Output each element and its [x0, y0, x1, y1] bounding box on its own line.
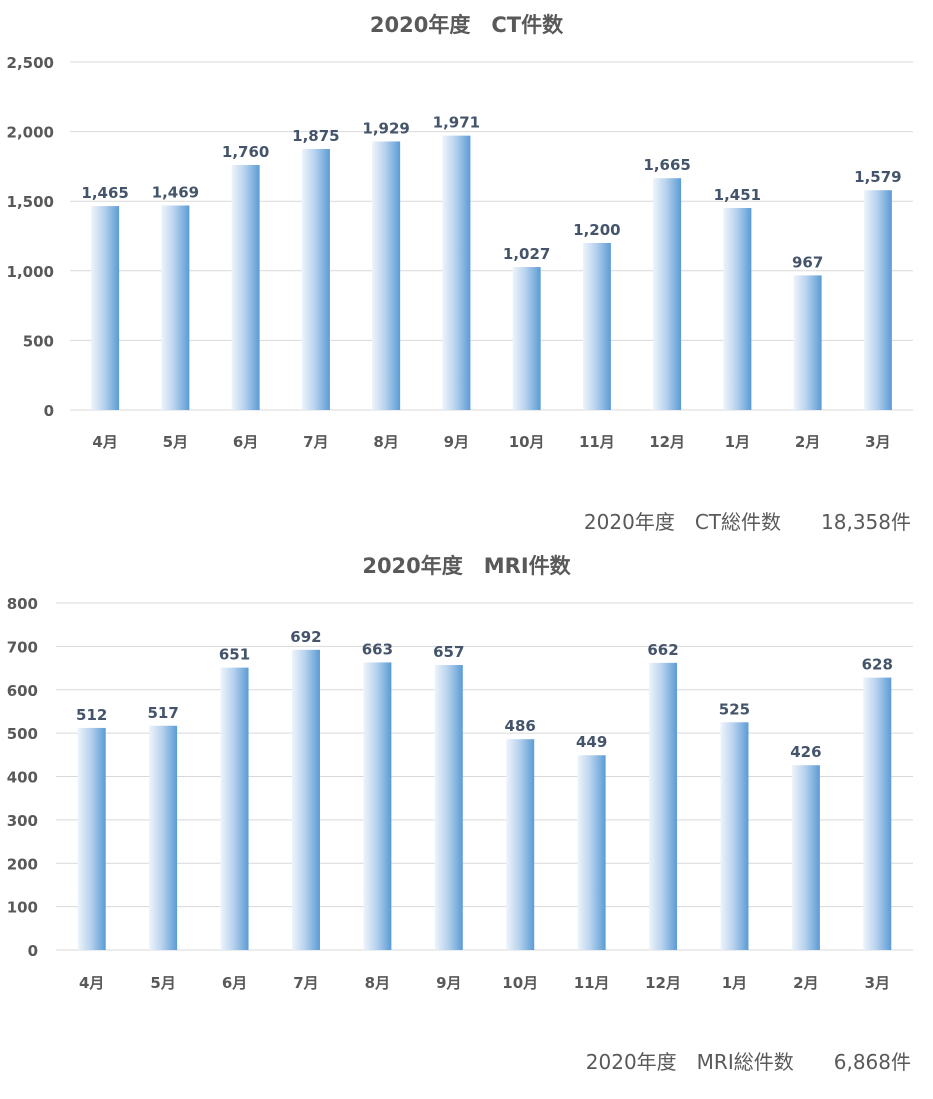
y-tick-label: 400 [7, 769, 38, 787]
bar-value-label: 1,469 [152, 184, 199, 202]
bar [231, 165, 260, 410]
bar [372, 141, 401, 410]
bar-value-label: 692 [290, 628, 321, 646]
x-tick-label: 1月 [725, 433, 750, 451]
x-tick-label: 12月 [645, 974, 681, 992]
x-tick-label: 9月 [436, 974, 461, 992]
bar [149, 725, 178, 950]
ct-total-line: 2020年度 CT総件数 18,358件 [558, 482, 911, 559]
x-tick-label: 7月 [303, 433, 328, 451]
bar [291, 649, 320, 950]
bar [863, 677, 892, 950]
bar-value-label: 486 [505, 717, 536, 735]
x-tick-label: 8月 [373, 433, 398, 451]
bar-value-label: 426 [790, 743, 821, 761]
bar-value-label: 663 [362, 640, 393, 658]
x-tick-label: 2月 [795, 433, 820, 451]
y-tick-label: 300 [7, 812, 38, 830]
y-tick-label: 2,500 [7, 54, 54, 72]
mri-chart: 2020年度 MRI件数 0 100 200 300 400 500 600 700 800 51… [0, 540, 933, 1095]
y-tick-label: 1,500 [7, 193, 54, 211]
y-tick-label: 200 [7, 855, 38, 873]
y-tick-label: 0 [44, 402, 54, 420]
x-tick-label: 3月 [865, 974, 890, 992]
ct-chart: 2020年度 CT件数 0 500 1,000 1,500 2,000 2,500 1,46… [0, 0, 933, 540]
x-tick-label: 7月 [293, 974, 318, 992]
y-tick-label: 2,000 [7, 124, 54, 142]
y-tick-label: 600 [7, 682, 38, 700]
mri-total-value: 6,868件 [833, 1050, 911, 1074]
bar [77, 727, 106, 950]
bar [506, 739, 535, 950]
bar-value-label: 1,027 [503, 245, 550, 263]
x-tick-label: 1月 [722, 974, 747, 992]
bar-value-label: 662 [647, 641, 678, 659]
bar-value-label: 651 [219, 646, 250, 664]
y-tick-label: 800 [7, 595, 38, 613]
bar-value-label: 525 [719, 700, 750, 718]
ct-chart-title: 2020年度 CT件数 [369, 13, 564, 37]
bar [649, 662, 678, 950]
bar [161, 205, 190, 410]
y-tick-label: 500 [7, 725, 38, 743]
bar-value-label: 517 [147, 704, 178, 722]
bar-value-label: 1,200 [573, 221, 620, 239]
bar-value-label: 1,929 [362, 119, 409, 137]
x-tick-label: 11月 [579, 433, 615, 451]
bar [793, 275, 822, 410]
y-tick-label: 100 [7, 899, 38, 917]
bar-value-label: 512 [76, 706, 107, 724]
bar [512, 267, 541, 410]
ct-total-value: 18,358件 [821, 510, 911, 534]
x-tick-label: 6月 [222, 974, 247, 992]
bar [577, 755, 606, 950]
bar-value-label: 1,465 [81, 184, 128, 202]
bar-value-label: 1,579 [854, 168, 901, 186]
bar-value-label: 1,665 [643, 156, 690, 174]
x-tick-label: 12月 [649, 433, 685, 451]
bar [442, 135, 471, 411]
x-tick-label: 6月 [233, 433, 258, 451]
mri-total-line: 2020年度 MRI総件数 6,868件 [560, 1022, 911, 1099]
x-tick-label: 4月 [79, 974, 104, 992]
bar-value-label: 967 [792, 253, 823, 271]
y-tick-label: 700 [7, 638, 38, 656]
bar-value-label: 1,760 [222, 143, 269, 161]
x-tick-label: 5月 [163, 433, 188, 451]
bar [720, 722, 749, 950]
y-tick-label: 0 [28, 942, 38, 960]
x-tick-label: 2月 [793, 974, 818, 992]
mri-chart-title: 2020年度 MRI件数 [362, 554, 571, 578]
bar-value-label: 628 [862, 656, 893, 674]
ct-total-label: 2020年度 CT総件数 [583, 510, 782, 534]
bar [582, 242, 611, 410]
bar [220, 667, 249, 950]
mri-chart-plot: 0 100 200 300 400 500 600 700 800 512 4月 517 5月 651 6月… [7, 595, 913, 992]
bar [91, 206, 120, 410]
bar-value-label: 449 [576, 733, 607, 751]
bar-value-label: 657 [433, 643, 464, 661]
x-tick-label: 10月 [509, 433, 545, 451]
x-tick-label: 9月 [444, 433, 469, 451]
x-tick-label: 11月 [574, 974, 610, 992]
y-tick-label: 500 [23, 332, 54, 350]
bar-value-label: 1,875 [292, 127, 339, 145]
x-tick-label: 5月 [150, 974, 175, 992]
bar [791, 765, 820, 950]
ct-chart-plot: 0 500 1,000 1,500 2,000 2,500 1,465 4月 1,469 5月 1,… [7, 54, 913, 451]
bar [863, 190, 892, 410]
x-tick-label: 10月 [502, 974, 538, 992]
y-tick-label: 1,000 [7, 263, 54, 281]
bar-value-label: 1,451 [714, 186, 761, 204]
bar [723, 208, 752, 410]
x-tick-label: 3月 [865, 433, 890, 451]
mri-total-label: 2020年度 MRI総件数 [585, 1050, 794, 1074]
bar [301, 149, 330, 410]
x-tick-label: 4月 [92, 433, 117, 451]
bar [434, 665, 463, 950]
bar-value-label: 1,971 [433, 114, 480, 132]
bar [653, 178, 682, 410]
bar [363, 662, 392, 950]
x-tick-label: 8月 [365, 974, 390, 992]
